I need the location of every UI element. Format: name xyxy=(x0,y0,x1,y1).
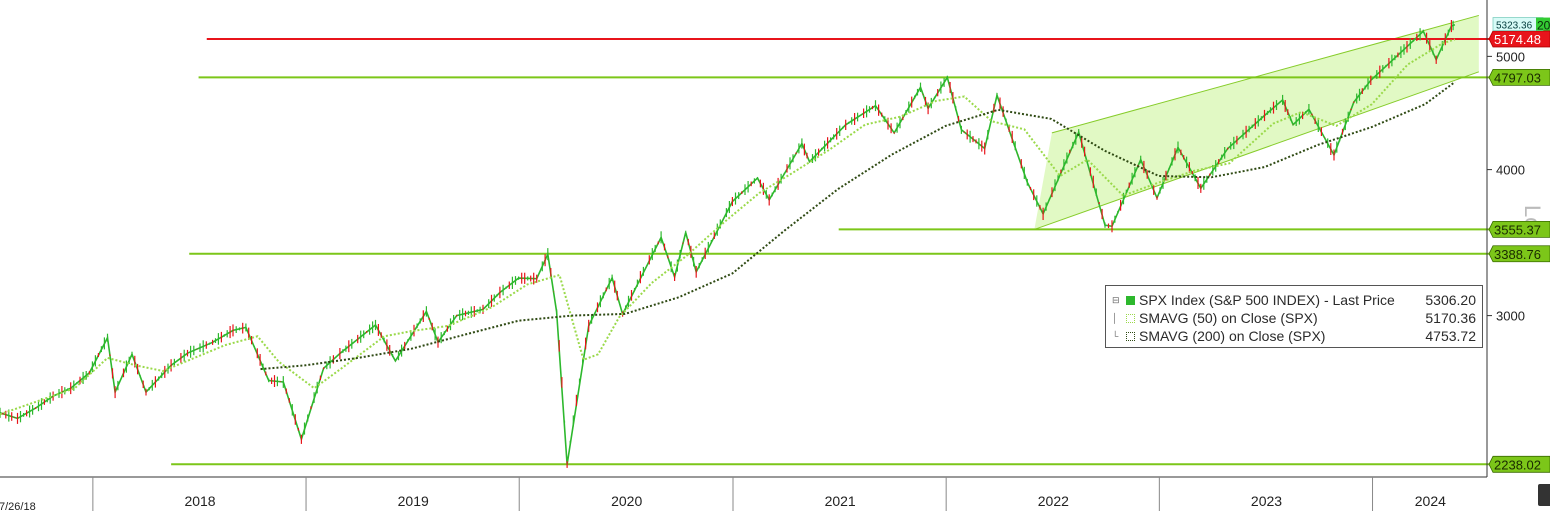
x-tick-label-0: 2018 xyxy=(184,493,215,509)
start-date-label: 7/26/18 xyxy=(0,501,36,511)
legend-row-sma50: │ SMAVG (50) on Close (SPX) 5170.36 xyxy=(1112,309,1476,327)
level-tag-2: 3555.37 xyxy=(1488,221,1550,238)
legend-row-sma200: └ SMAVG (200) on Close (SPX) 4753.72 xyxy=(1112,327,1476,345)
x-tick-label-3: 2021 xyxy=(825,493,856,509)
x-tick-label-5: 2023 xyxy=(1251,493,1282,509)
price-tags: 5174.48 4797.03 3555.37 3388.76 2238.02 5323.… xyxy=(1488,17,1550,473)
legend-value-sma50: 5170.36 xyxy=(1425,310,1476,326)
x-tick-label-4: 2022 xyxy=(1038,493,1069,509)
level-tag-box-0 xyxy=(1488,30,1550,48)
legend[interactable]: ⊟ SPX Index (S&P 500 INDEX) - Last Price… xyxy=(1105,285,1483,348)
price-series xyxy=(0,20,1456,468)
level-tag-box-4 xyxy=(1488,455,1550,473)
x-tick-label-2: 2020 xyxy=(611,493,642,509)
level-tag-3: 3388.76 xyxy=(1488,245,1550,263)
corner-button[interactable] xyxy=(1538,484,1550,506)
last-price-label: 5323.36 xyxy=(1496,21,1533,32)
level-tag-label-1: 4797.03 xyxy=(1494,70,1541,85)
legend-value-sma200: 4753.72 xyxy=(1425,328,1476,344)
moving-averages xyxy=(0,38,1456,416)
legend-value-price: 5306.20 xyxy=(1425,292,1476,308)
legend-label-sma50: SMAVG (50) on Close (SPX) xyxy=(1139,310,1318,326)
level-tag-0: 5174.48 xyxy=(1488,30,1550,48)
level-tag-label-2: 3555.37 xyxy=(1494,222,1541,237)
legend-label-sma200: SMAVG (200) on Close (SPX) xyxy=(1139,328,1326,344)
sma50-line xyxy=(0,38,1456,416)
y-tick-label-1: 4000 xyxy=(1496,163,1525,178)
legend-tree-icon: │ xyxy=(1112,313,1118,323)
trend-channel-upper xyxy=(1051,14,1479,134)
horizontal-levels xyxy=(171,37,1490,466)
legend-swatch-price xyxy=(1126,295,1135,305)
x-tick-label-1: 2019 xyxy=(398,493,429,509)
last-price-green-tag xyxy=(1536,17,1550,31)
level-tag-4: 2238.02 xyxy=(1488,455,1550,473)
level-tag-box-2 xyxy=(1488,221,1550,238)
legend-swatch-sma200 xyxy=(1126,331,1135,341)
level-tag-label-3: 3388.76 xyxy=(1494,247,1541,262)
legend-collapse-icon[interactable]: ⊟ xyxy=(1112,294,1120,305)
level-tag-label-4: 2238.02 xyxy=(1494,457,1541,472)
legend-tree-end-icon: └ xyxy=(1112,331,1119,341)
legend-label-price: SPX Index (S&P 500 INDEX) - Last Price xyxy=(1139,292,1395,308)
level-tag-1: 4797.03 xyxy=(1488,68,1550,86)
last-price-tag: 5323.36 20 xyxy=(1492,17,1550,33)
last-price-tag-fragment: 20 xyxy=(1537,19,1550,33)
level-tag-box-3 xyxy=(1488,245,1550,263)
level-tag-box-1 xyxy=(1488,68,1550,86)
y-tick-label-2: 3000 xyxy=(1496,309,1525,324)
y-tick-label-0: 5000 xyxy=(1496,49,1525,64)
x-tick-label-6: 2024 xyxy=(1415,493,1446,509)
legend-swatch-sma50 xyxy=(1126,313,1135,323)
legend-row-price: ⊟ SPX Index (S&P 500 INDEX) - Last Price… xyxy=(1112,291,1476,309)
trend-channel-lower xyxy=(1034,71,1479,230)
level-tag-label-0: 5174.48 xyxy=(1494,32,1541,47)
